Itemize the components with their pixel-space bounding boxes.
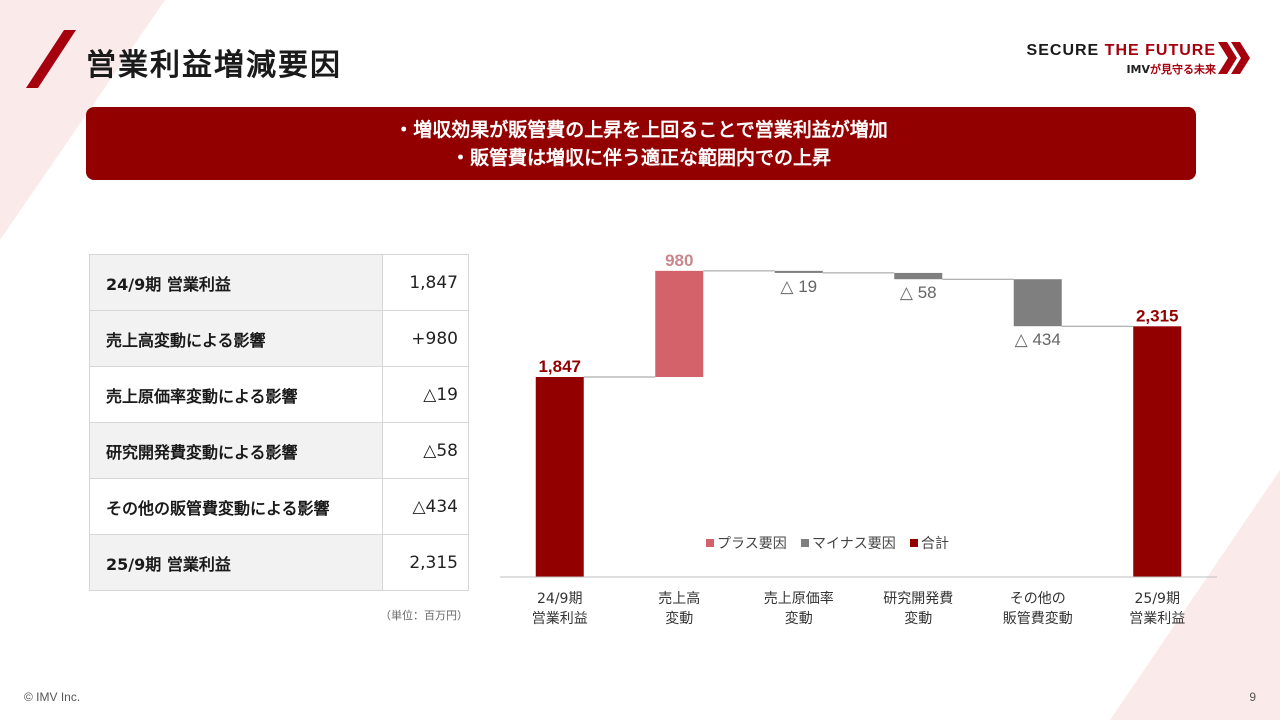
row-label: 24/9期 営業利益: [88, 254, 384, 311]
table-row: 研究開発費変動による影響 △58: [88, 422, 469, 479]
legend-swatch-plus: [706, 539, 714, 547]
legend-label-total: 合計: [921, 536, 949, 552]
banner-line-1: ・増収効果が販管費の上昇を上回ることで営業利益が増加: [394, 118, 888, 141]
table-row: 売上高変動による影響 +980: [88, 310, 469, 367]
legend-swatch-minus: [801, 539, 809, 547]
row-value: △58: [382, 422, 469, 479]
banner-line-2: ・販管費は増収に伴う適正な範囲内での上昇: [450, 146, 831, 169]
category-label-5: その他の: [1010, 591, 1066, 607]
double-chevron-icon: [1218, 42, 1250, 74]
bar-6: [1133, 326, 1182, 577]
category-label-5: 販管費変動: [1003, 610, 1073, 627]
page-title: 営業利益増減要因: [86, 48, 342, 83]
data-label-4: △ 58: [900, 283, 937, 302]
summary-banner: ・増収効果が販管費の上昇を上回ることで営業利益が増加 ・販管費は増収に伴う適正な…: [86, 107, 1196, 180]
brand-logo: SECURE THE FUTURE IMVが見守る未来: [1027, 40, 1252, 77]
category-label-3: 変動: [785, 610, 813, 627]
category-label-3: 売上原価率: [764, 590, 834, 607]
category-label-1: 24/9期: [537, 591, 582, 607]
copyright: © IMV Inc.: [24, 690, 81, 704]
brand-tagline: SECURE THE FUTURE: [1026, 41, 1216, 59]
table-row: 売上原価率変動による影響 △19: [88, 366, 469, 423]
category-label-4: 変動: [904, 610, 932, 627]
bar-1: [535, 376, 584, 577]
unit-note: （単位：百万円）: [380, 609, 468, 622]
table-row: 25/9期 営業利益 2,315: [88, 534, 469, 591]
row-label: 研究開発費変動による影響: [88, 422, 384, 479]
data-label-5: △ 434: [1015, 330, 1061, 349]
bar-5: [1013, 279, 1062, 327]
row-label: 売上原価率変動による影響: [88, 366, 384, 423]
category-label-2: 変動: [665, 610, 693, 627]
category-label-2: 売上高: [658, 590, 700, 607]
row-label: 25/9期 営業利益: [88, 534, 384, 591]
profit-bridge-table: 24/9期 営業利益 1,847 売上高変動による影響 +980 売上原価率変動…: [88, 254, 469, 591]
data-label-6: 2,315: [1136, 306, 1179, 325]
legend-swatch-total: [910, 539, 918, 547]
data-label-3: △ 19: [780, 277, 817, 296]
page-number: 9: [1249, 690, 1256, 704]
data-label-1: 1,847: [538, 357, 581, 376]
data-label-2: 980: [665, 251, 693, 270]
row-value: △434: [382, 478, 469, 535]
brand-subtitle: IMVが見守る未来: [1126, 62, 1216, 76]
bar-4: [894, 272, 943, 280]
row-value: 2,315: [382, 534, 469, 591]
category-label-6: 25/9期: [1135, 591, 1180, 607]
row-label: その他の販管費変動による影響: [88, 478, 384, 535]
legend-label-minus: マイナス要因: [812, 536, 896, 552]
row-label: 売上高変動による影響: [88, 310, 384, 367]
bar-2: [655, 270, 704, 377]
table-row: 24/9期 営業利益 1,847: [88, 254, 469, 311]
category-label-1: 営業利益: [532, 611, 588, 627]
top-left-triangle: [0, 0, 165, 240]
row-value: +980: [382, 310, 469, 367]
table-row: その他の販管費変動による影響 △434: [88, 478, 469, 535]
bottom-right-triangle: [1110, 470, 1280, 720]
row-value: 1,847: [382, 254, 469, 311]
title-slash-icon: [26, 30, 76, 88]
legend-label-plus: プラス要因: [717, 536, 787, 552]
row-value: △19: [382, 366, 469, 423]
category-label-4: 研究開発費: [883, 591, 953, 607]
category-label-6: 営業利益: [1129, 611, 1185, 627]
bar-3: [774, 270, 823, 273]
